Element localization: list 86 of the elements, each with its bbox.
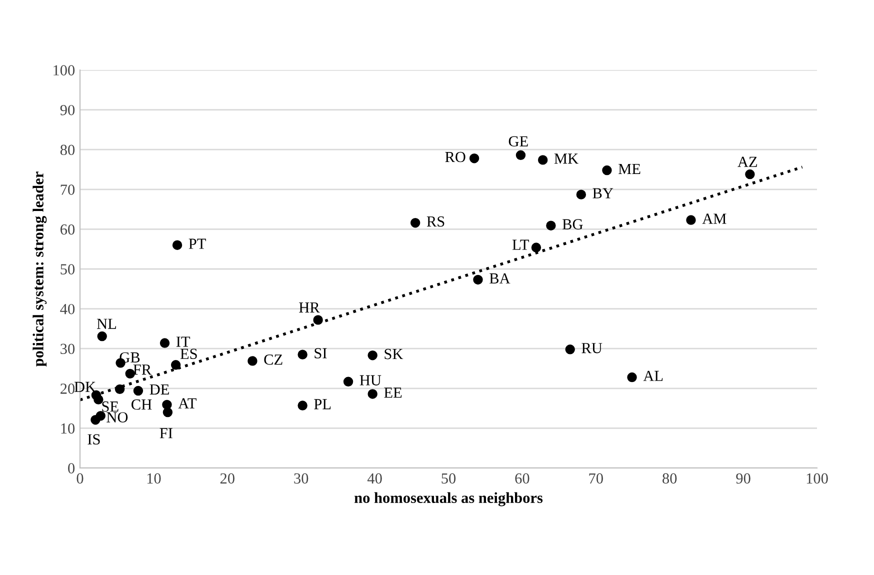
annotation: DK <box>74 382 96 392</box>
x-tick-label: 10 <box>147 473 161 484</box>
point <box>546 220 556 230</box>
x-tick-label: 50 <box>442 473 456 484</box>
annotation: GE <box>508 136 528 146</box>
x-tick-label: 70 <box>589 473 603 484</box>
annotation: AZ <box>738 156 757 167</box>
point <box>565 344 575 354</box>
annotation: RU <box>582 343 602 354</box>
x-tick-label: 80 <box>662 473 677 484</box>
x-tick-label: 100 <box>806 473 828 484</box>
y-tick-label: 30 <box>60 344 75 354</box>
annotation: BA <box>490 273 510 284</box>
annotation: HU <box>360 375 382 386</box>
annotation: IT <box>176 336 190 347</box>
point <box>162 407 173 418</box>
annotation: FI <box>160 428 172 438</box>
y-tick-label: 60 <box>60 224 75 235</box>
y-tick-label: 100 <box>54 65 75 76</box>
annotation: ES <box>180 348 197 360</box>
point <box>94 394 104 404</box>
annotation: SK <box>384 348 404 360</box>
annotation: NL <box>96 318 116 329</box>
x-tick-label: 0 <box>76 473 84 484</box>
annotation: EE <box>384 388 402 398</box>
point <box>576 190 586 200</box>
point <box>172 240 182 250</box>
point <box>133 386 144 396</box>
point <box>469 153 480 164</box>
x-axis-title: no homosexuals as neighbors <box>354 492 543 506</box>
y-tick-label: 80 <box>60 144 75 156</box>
y-axis-title: political system: strong leader <box>32 172 47 366</box>
y-tick-label: 20 <box>60 384 75 394</box>
annotation: NO <box>106 412 128 422</box>
x-tick-label: 30 <box>294 473 308 484</box>
y-tick-label: 50 <box>60 264 75 274</box>
annotation: AL <box>643 370 663 381</box>
y-tick-label: 10 <box>61 423 75 434</box>
point <box>410 218 420 228</box>
point <box>745 169 755 180</box>
annotation: ME <box>618 164 640 174</box>
point <box>248 356 258 366</box>
point <box>298 350 308 360</box>
annotation: PT <box>188 238 206 249</box>
annotation: MK <box>554 154 578 164</box>
x-tick-label: 20 <box>220 473 234 484</box>
point <box>160 338 170 348</box>
annotation: AM <box>702 214 726 224</box>
point <box>516 150 526 160</box>
point <box>298 400 308 410</box>
annotation: AT <box>178 398 196 408</box>
annotation: SI <box>314 348 327 358</box>
point <box>97 331 107 342</box>
annotation: CH <box>132 399 152 410</box>
x-tick-label: 40 <box>367 473 382 484</box>
point <box>90 414 100 425</box>
annotation: RO <box>445 152 466 162</box>
annotation: RS <box>426 216 444 227</box>
point <box>602 165 612 176</box>
point <box>538 155 548 165</box>
annotation: IS <box>88 434 100 444</box>
point <box>368 389 378 399</box>
point <box>531 242 542 252</box>
point <box>343 376 354 386</box>
annotation: BG <box>562 219 583 230</box>
x-tick-label: 60 <box>515 473 530 484</box>
annotation: DE <box>150 384 169 394</box>
y-tick-label: 70 <box>60 184 75 195</box>
annotation: CZ <box>264 354 282 365</box>
annotation: SE <box>102 401 118 412</box>
annotation: LT <box>512 240 530 250</box>
point <box>686 215 696 225</box>
y-tick-label: 0 <box>68 463 75 474</box>
y-tick-label: 90 <box>60 104 75 116</box>
annotation: PL <box>314 399 331 410</box>
point <box>473 274 483 285</box>
annotation: BY <box>592 188 614 198</box>
point <box>114 384 125 394</box>
point <box>170 360 181 370</box>
point <box>627 372 637 382</box>
y-tick-label: 40 <box>60 304 75 314</box>
annotation: FR <box>133 364 152 375</box>
annotation: HR <box>299 302 320 313</box>
x-tick-label: 90 <box>736 473 750 484</box>
point <box>368 350 378 360</box>
point <box>313 315 323 325</box>
